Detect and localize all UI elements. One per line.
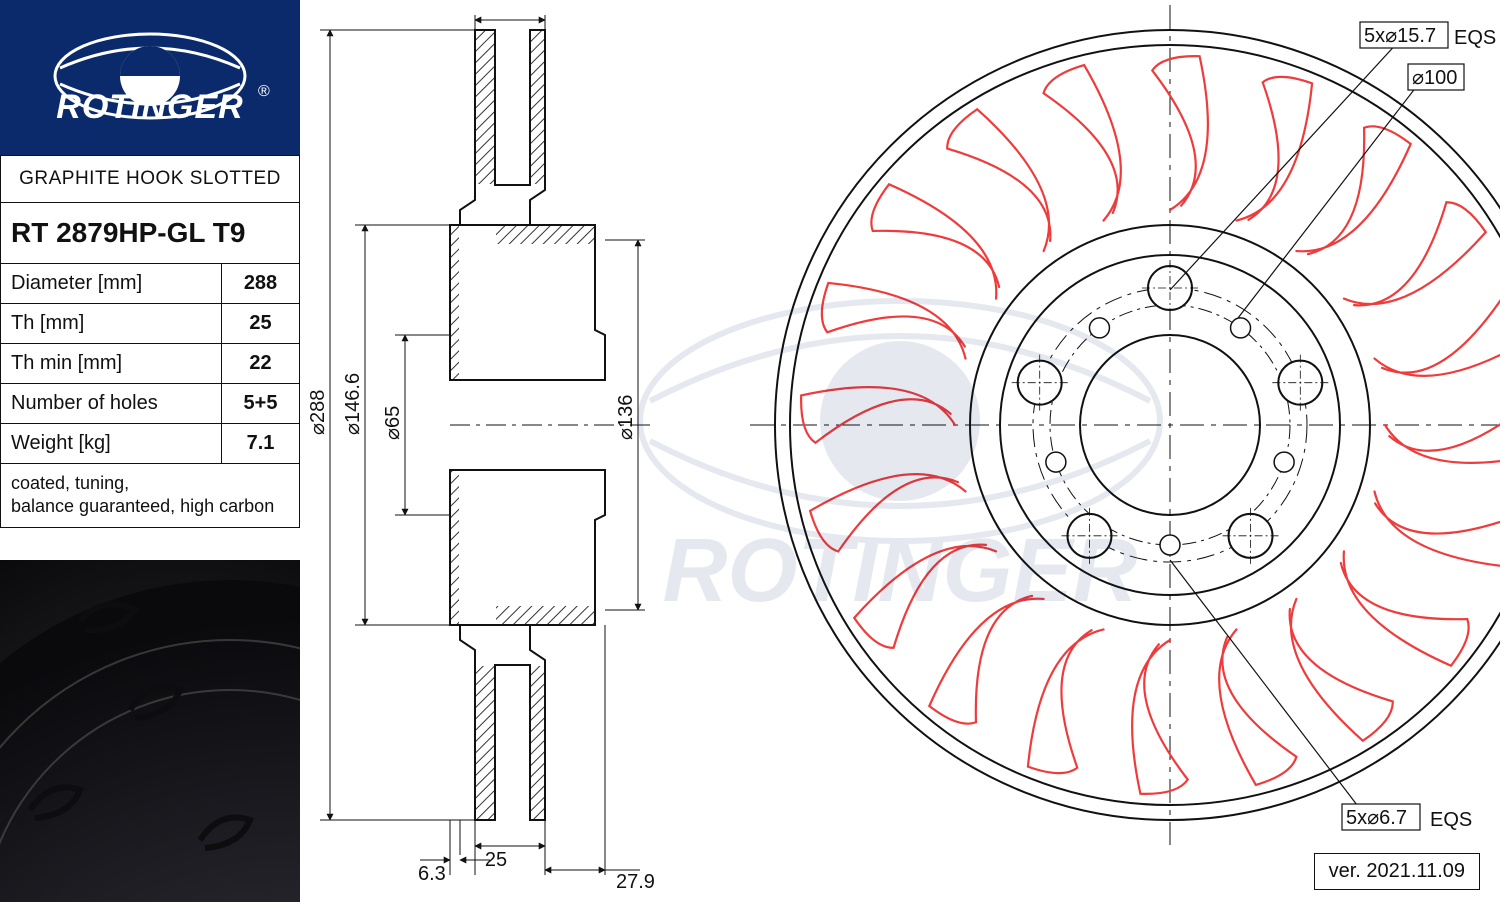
spec-value: 25 (222, 304, 300, 344)
spec-value: 7.1 (222, 424, 300, 464)
dim-d288: ⌀288 (307, 390, 329, 435)
brand-text: ROTINGER (56, 88, 243, 126)
spec-value: 22 (222, 344, 300, 384)
dim-6-3: 6.3 (418, 863, 446, 885)
sidebar: ROTINGER ® GRAPHITE HOOK SLOTTED RT 2879… (0, 0, 300, 902)
dim-d65: ⌀65 (382, 406, 404, 440)
spec-label: Number of holes (1, 384, 222, 424)
version-label: ver. 2021.11.09 (1314, 853, 1480, 890)
spec-label: Weight [kg] (1, 424, 222, 464)
spec-label: Th [mm] (1, 304, 222, 344)
dim-d1466: ⌀146.6 (342, 373, 364, 435)
spec-value: 288 (222, 264, 300, 304)
callout-pcd: ⌀100 (1412, 67, 1457, 89)
subtitle: GRAPHITE HOOK SLOTTED (1, 156, 300, 203)
drawing-svg: ⌀288 ⌀146.6 ⌀65 ⌀136 (300, 0, 1500, 902)
front-view (750, 5, 1500, 845)
product-photo (0, 560, 300, 902)
callout-bolt: 5x⌀15.7 (1364, 25, 1436, 47)
part-number: RT 2879HP-GL T9 (1, 203, 300, 264)
dim-d136: ⌀136 (615, 395, 637, 440)
spec-value: 5+5 (222, 384, 300, 424)
footer-note: coated, tuning, balance guaranteed, high… (1, 464, 300, 528)
spec-label: Th min [mm] (1, 344, 222, 384)
dim-27-9: 27.9 (616, 871, 655, 893)
section-view: ⌀288 ⌀146.6 ⌀65 ⌀136 (307, 15, 655, 893)
spec-table: GRAPHITE HOOK SLOTTED RT 2879HP-GL T9 Di… (0, 155, 300, 528)
callout-small: 5x⌀6.7 (1346, 807, 1407, 829)
brand-logo: ROTINGER ® (0, 0, 300, 155)
technical-drawing: ROTINGER (300, 0, 1500, 902)
svg-text:®: ® (258, 83, 270, 100)
callout-bolt-suffix: EQS (1454, 27, 1496, 49)
callout-small-suffix: EQS (1430, 809, 1472, 831)
spec-label: Diameter [mm] (1, 264, 222, 304)
dim-25: 25 (485, 849, 507, 871)
